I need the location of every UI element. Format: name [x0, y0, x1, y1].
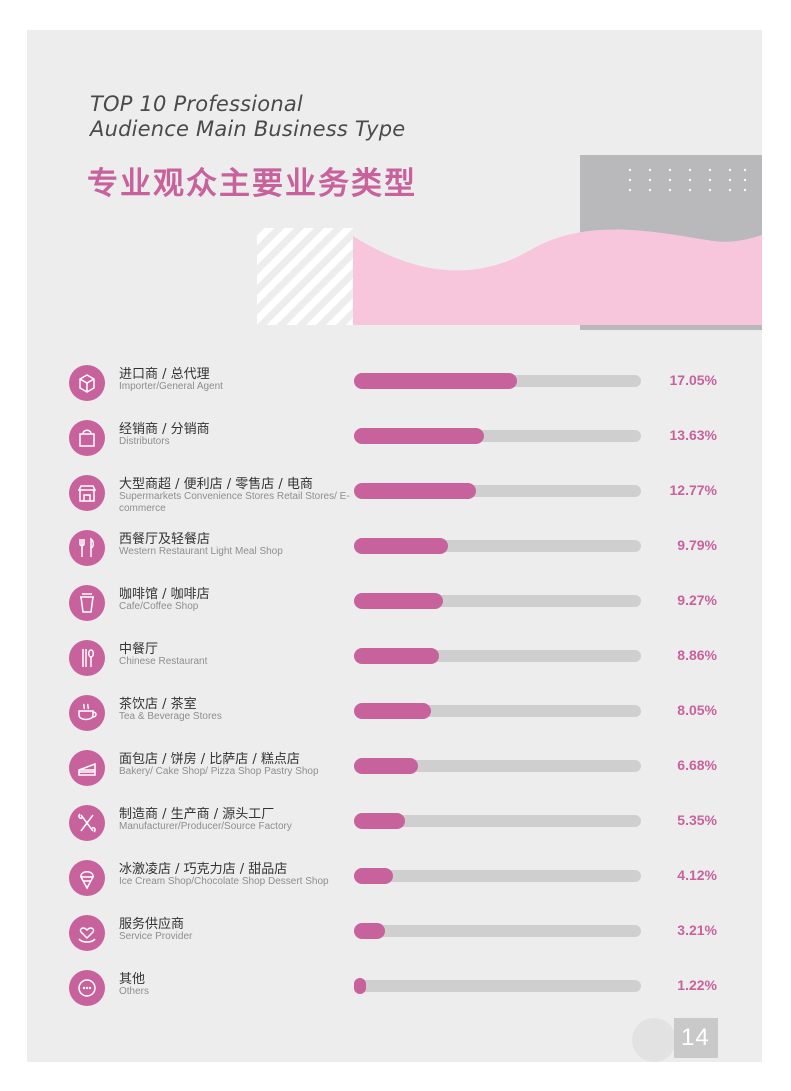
storefront-icon [69, 475, 105, 511]
bar [354, 978, 366, 994]
category-label-english: Importer/General Agent [119, 381, 223, 392]
category-label-chinese: 中餐厅 [119, 642, 159, 657]
chart-row: 西餐厅及轻餐店 Western Restaurant Light Meal Sho… [27, 528, 762, 578]
value-label: 8.05% [677, 702, 717, 718]
category-label-chinese: 茶饮店 / 茶室 [119, 697, 197, 712]
value-label: 9.79% [677, 537, 717, 553]
chart-row: 茶饮店 / 茶室 Tea & Beverage Stores 8.05% [27, 693, 762, 743]
chart-row: 经销商 / 分销商 Distributors 13.63% [27, 418, 762, 468]
bar-track [354, 703, 641, 719]
category-label-english: Ice Cream Shop/Chocolate Shop Dessert Sh… [119, 876, 329, 887]
value-label: 5.35% [677, 812, 717, 828]
bar [354, 758, 418, 774]
bar [354, 868, 393, 884]
category-label-chinese: 进口商 / 总代理 [119, 367, 210, 382]
chart-row: 咖啡馆 / 咖啡店 Cafe/Coffee Shop 9.27% [27, 583, 762, 633]
title-english: TOP 10 Professional Audience Main Busine… [90, 92, 405, 142]
cake-slice-icon [69, 750, 105, 786]
value-label: 6.68% [677, 757, 717, 773]
bar [354, 373, 517, 389]
shopping-bag-icon [69, 420, 105, 456]
fork-knife-icon [69, 530, 105, 566]
title-chinese: 专业观众主要业务类型 [87, 166, 417, 202]
bar-track [354, 593, 641, 609]
category-label-english: Tea & Beverage Stores [119, 711, 222, 722]
bar-track [354, 758, 641, 774]
category-label-chinese: 西餐厅及轻餐店 [119, 532, 211, 547]
bar [354, 483, 476, 499]
chart-row: 面包店 / 饼房 / 比萨店 / 糕点店 Bakery/ Cake Shop/ P… [27, 748, 762, 798]
chopsticks-spoon-icon [69, 640, 105, 676]
tools-icon [69, 805, 105, 841]
value-label: 9.27% [677, 592, 717, 608]
report-page: TOP 10 Professional Audience Main Busine… [27, 30, 762, 1062]
category-label-chinese: 其他 [119, 972, 146, 987]
bar [354, 703, 431, 719]
header-decoration [257, 155, 762, 330]
value-label: 3.21% [677, 922, 717, 938]
more-dots-icon [69, 970, 105, 1006]
heart-hand-icon [69, 915, 105, 951]
category-label-english: Western Restaurant Light Meal Shop [119, 546, 283, 557]
value-label: 12.77% [669, 482, 717, 498]
chart-row: 服务供应商 Service Provider 3.21% [27, 913, 762, 963]
bar [354, 593, 443, 609]
title-english-line1: TOP 10 Professional [90, 92, 303, 116]
ice-cream-icon [69, 860, 105, 896]
bar-track [354, 923, 641, 939]
coffee-cup-icon [69, 585, 105, 621]
chart-row: 大型商超 / 便利店 / 零售店 / 电商 Supermarkets Conven… [27, 473, 762, 523]
category-label-english: Supermarkets Convenience Stores Retail S… [119, 491, 350, 514]
tea-cup-icon [69, 695, 105, 731]
bar-track [354, 978, 641, 994]
value-label: 4.12% [677, 867, 717, 883]
category-label-english: Service Provider [119, 931, 193, 942]
bar-track [354, 428, 641, 444]
chart-row: 其他 Others 1.22% [27, 968, 762, 1018]
page-number-circle [632, 1018, 676, 1062]
chart-row: 制造商 / 生产商 / 源头工厂 Manufacturer/Producer/So… [27, 803, 762, 853]
chart-row: 冰激凌店 / 巧克力店 / 甜品店 Ice Cream Shop/Chocolat… [27, 858, 762, 908]
value-label: 13.63% [669, 427, 717, 443]
chart-row: 中餐厅 Chinese Restaurant 8.86% [27, 638, 762, 688]
category-label-chinese: 服务供应商 [119, 917, 185, 932]
category-label-english: Manufacturer/Producer/Source Factory [119, 821, 292, 832]
bar [354, 813, 405, 829]
pink-wave [353, 229, 762, 325]
category-label-english: Distributors [119, 436, 170, 447]
bar-track [354, 483, 641, 499]
bar-track [354, 373, 641, 389]
category-label-chinese: 经销商 / 分销商 [119, 422, 210, 437]
title-english-line2: Audience Main Business Type [90, 117, 406, 141]
category-label-chinese: 面包店 / 饼房 / 比萨店 / 糕点店 [119, 752, 300, 767]
value-label: 8.86% [677, 647, 717, 663]
striped-block [257, 228, 353, 325]
bar-chart: 进口商 / 总代理 Importer/General Agent 17.05% 经销商… [27, 30, 762, 1062]
bar [354, 538, 448, 554]
page-number: 14 [681, 1024, 710, 1051]
bar-track [354, 538, 641, 554]
value-label: 17.05% [669, 372, 717, 388]
bar [354, 923, 385, 939]
category-label-english: Others [119, 986, 150, 997]
box-icon [69, 365, 105, 401]
bar [354, 428, 484, 444]
page-number-box [674, 1018, 718, 1058]
chart-row: 进口商 / 总代理 Importer/General Agent 17.05% [27, 363, 762, 413]
category-label-english: Cafe/Coffee Shop [119, 601, 199, 612]
category-label-chinese: 冰激凌店 / 巧克力店 / 甜品店 [119, 862, 288, 877]
bar-track [354, 648, 641, 664]
category-label-english: Chinese Restaurant [119, 656, 208, 667]
value-label: 1.22% [677, 977, 717, 993]
category-label-chinese: 大型商超 / 便利店 / 零售店 / 电商 [119, 477, 313, 492]
bar-track [354, 868, 641, 884]
category-label-chinese: 制造商 / 生产商 / 源头工厂 [119, 807, 275, 822]
category-label-english: Bakery/ Cake Shop/ Pizza Shop Pastry Sho… [119, 766, 319, 777]
category-label-chinese: 咖啡馆 / 咖啡店 [119, 587, 210, 602]
bar-track [354, 813, 641, 829]
bar [354, 648, 439, 664]
